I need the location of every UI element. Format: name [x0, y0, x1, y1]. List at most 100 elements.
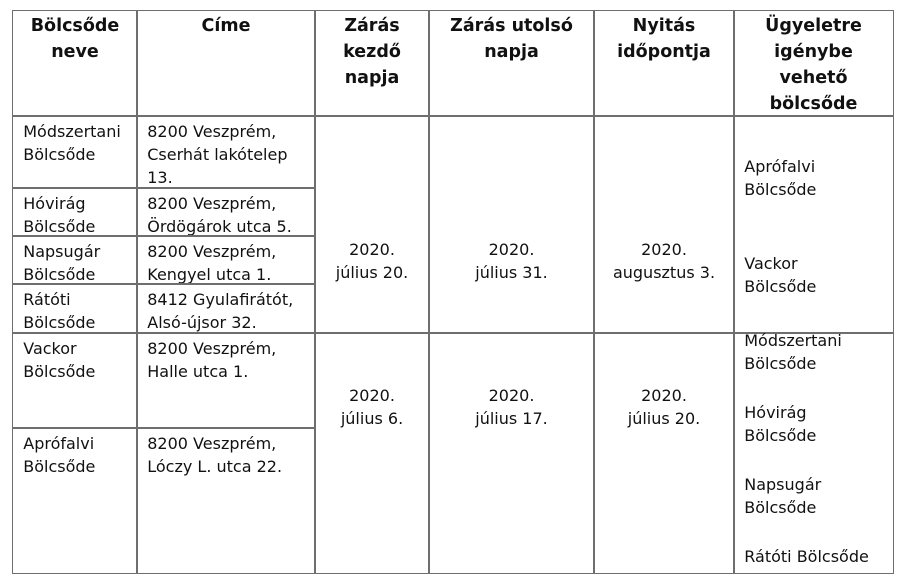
- text-line: Címe: [201, 16, 251, 37]
- text-line: Aprófalvi: [23, 434, 95, 454]
- text-line: Lóczy L. utca 22.: [147, 457, 283, 477]
- text-line: Bölcsőde: [23, 145, 96, 165]
- text-line: 8200 Veszprém,: [147, 242, 277, 262]
- substitute-nursery: Vackor Bölcsőde: [744, 252, 816, 298]
- substitute-nursery-cell: Módszertani Bölcsőde Hóvirág Bölcsőde Napsug…: [733, 329, 894, 574]
- text-line: Bölcsőde: [744, 498, 817, 518]
- text-line: Rátóti Bölcsőde: [744, 547, 869, 567]
- closing-start-cell: 2020. július 20.: [314, 115, 430, 334]
- substitute-nursery: Módszertani Bölcsőde: [744, 329, 842, 375]
- address-cell: 8200 Veszprém, Lóczy L. utca 22.: [136, 427, 316, 574]
- text-line: Bölcsőde: [23, 313, 96, 333]
- text-line: Bölcsőde: [744, 354, 817, 374]
- text-line: Ügyeletre: [765, 16, 862, 37]
- text-line: július 20.: [627, 409, 701, 429]
- text-line: július 6.: [340, 409, 404, 429]
- nursery-name-cell: Módszertani Bölcsőde: [12, 115, 138, 189]
- text-line: 2020.: [488, 240, 535, 260]
- text-line: 8200 Veszprém,: [147, 434, 277, 454]
- text-line: bölcsőde: [769, 94, 858, 115]
- address-cell: 8200 Veszprém, Kengyel utca 1.: [136, 235, 316, 285]
- substitute-nursery: Aprófalvi Bölcsőde: [744, 155, 816, 201]
- text-line: Módszertani: [23, 122, 121, 142]
- substitute-nursery: Hóvirág Bölcsőde: [744, 401, 816, 447]
- text-line: augusztus 3.: [612, 263, 716, 283]
- text-line: július 31.: [475, 263, 548, 283]
- date-text: 2020. július 6.: [315, 384, 429, 430]
- text-line: vehető: [779, 68, 848, 89]
- text-line: Hóvirág: [23, 194, 86, 214]
- text-line: 2020.: [641, 386, 687, 406]
- opening-date-cell: 2020. július 20.: [593, 332, 735, 574]
- text-line: kezdő: [343, 42, 401, 63]
- text-line: 2020.: [641, 240, 687, 260]
- text-line: 8412 Gyulafirátót,: [147, 290, 294, 310]
- text-line: Zárás: [344, 16, 400, 37]
- address-cell: 8200 Veszprém, Cserhát lakótelep 13.: [136, 115, 316, 189]
- text-line: július 17.: [475, 409, 548, 429]
- text-line: Aprófalvi: [744, 157, 816, 177]
- text-line: Kengyel utca 1.: [147, 265, 272, 285]
- date-text: 2020. július 20.: [315, 238, 429, 284]
- nursery-name-cell: Aprófalvi Bölcsőde: [12, 427, 138, 574]
- text-line: Nyitás: [632, 16, 696, 37]
- date-text: 2020. július 17.: [429, 384, 594, 430]
- header-cell: Ügyeletre igénybe vehető bölcsőde: [733, 10, 894, 117]
- text-line: neve: [51, 42, 99, 63]
- substitute-nursery: Rátóti Bölcsőde: [744, 545, 869, 568]
- text-line: Bölcsőde: [23, 265, 96, 285]
- header-cell: Bölcsőde neve: [12, 10, 138, 117]
- text-line: Hóvirág: [744, 403, 807, 423]
- text-line: napja: [484, 42, 539, 63]
- text-line: Napsugár: [23, 242, 101, 262]
- closing-end-cell: 2020. július 31.: [428, 115, 595, 334]
- text-line: 2020.: [349, 386, 395, 406]
- text-line: 2020.: [488, 386, 535, 406]
- text-line: Bölcsőde: [744, 277, 817, 297]
- text-line: Bölcsőde: [744, 180, 817, 200]
- header-cell: Zárás kezdő napja: [314, 10, 430, 117]
- text-line: 8200 Veszprém,: [147, 122, 277, 142]
- text-line: Ördögárok utca 5.: [147, 217, 292, 237]
- nursery-name-cell: Rátóti Bölcsőde: [12, 283, 138, 334]
- text-line: 8200 Veszprém,: [147, 339, 277, 359]
- text-line: Napsugár: [744, 475, 822, 495]
- nursery-name-cell: Napsugár Bölcsőde: [12, 235, 138, 285]
- text-line: Bölcsőde: [23, 217, 96, 237]
- substitute-nursery-cell: Aprófalvi Bölcsőde Vackor Bölcsőde: [733, 115, 894, 334]
- nursery-name-cell: Vackor Bölcsőde: [12, 332, 138, 429]
- closing-start-cell: 2020. július 6.: [314, 332, 430, 574]
- address-cell: 8200 Veszprém, Ördögárok utca 5.: [136, 187, 316, 237]
- text-line: Bölcsőde: [23, 362, 96, 382]
- text-line: Alsó-újsor 32.: [147, 313, 257, 333]
- text-line: Módszertani: [744, 331, 842, 351]
- closing-end-cell: 2020. július 17.: [428, 332, 595, 574]
- text-line: Vackor: [744, 254, 798, 274]
- text-line: igénybe: [774, 42, 853, 63]
- text-line: Bölcsőde: [30, 16, 120, 37]
- date-text: 2020. augusztus 3.: [594, 238, 734, 284]
- text-line: Bölcsőde: [23, 457, 96, 477]
- text-line: 8200 Veszprém,: [147, 194, 277, 214]
- text-line: Bölcsőde: [744, 426, 817, 446]
- text-line: időpontja: [617, 42, 711, 63]
- text-line: Vackor: [23, 339, 77, 359]
- text-line: 13.: [147, 168, 173, 188]
- text-line: Halle utca 1.: [147, 362, 249, 382]
- address-cell: 8412 Gyulafirátót, Alsó-újsor 32.: [136, 283, 316, 334]
- header-cell: Nyitás időpontja: [593, 10, 735, 117]
- text-line: 2020.: [349, 240, 395, 260]
- substitute-nursery: Napsugár Bölcsőde: [744, 473, 821, 519]
- nursery-name-cell: Hóvirág Bölcsőde: [12, 187, 138, 237]
- text-line: napja: [344, 68, 400, 89]
- text-line: július 20.: [335, 263, 409, 283]
- text-line: Cserhát lakótelep: [147, 145, 288, 165]
- text-line: Rátóti: [23, 290, 71, 310]
- date-text: 2020. július 31.: [429, 238, 594, 284]
- opening-date-cell: 2020. augusztus 3.: [593, 115, 735, 334]
- header-cell: Zárás utolsó napja: [428, 10, 595, 117]
- text-line: Zárás utolsó: [450, 16, 573, 37]
- date-text: 2020. július 20.: [594, 384, 734, 430]
- address-cell: 8200 Veszprém, Halle utca 1.: [136, 332, 316, 429]
- header-cell: Címe: [136, 10, 316, 117]
